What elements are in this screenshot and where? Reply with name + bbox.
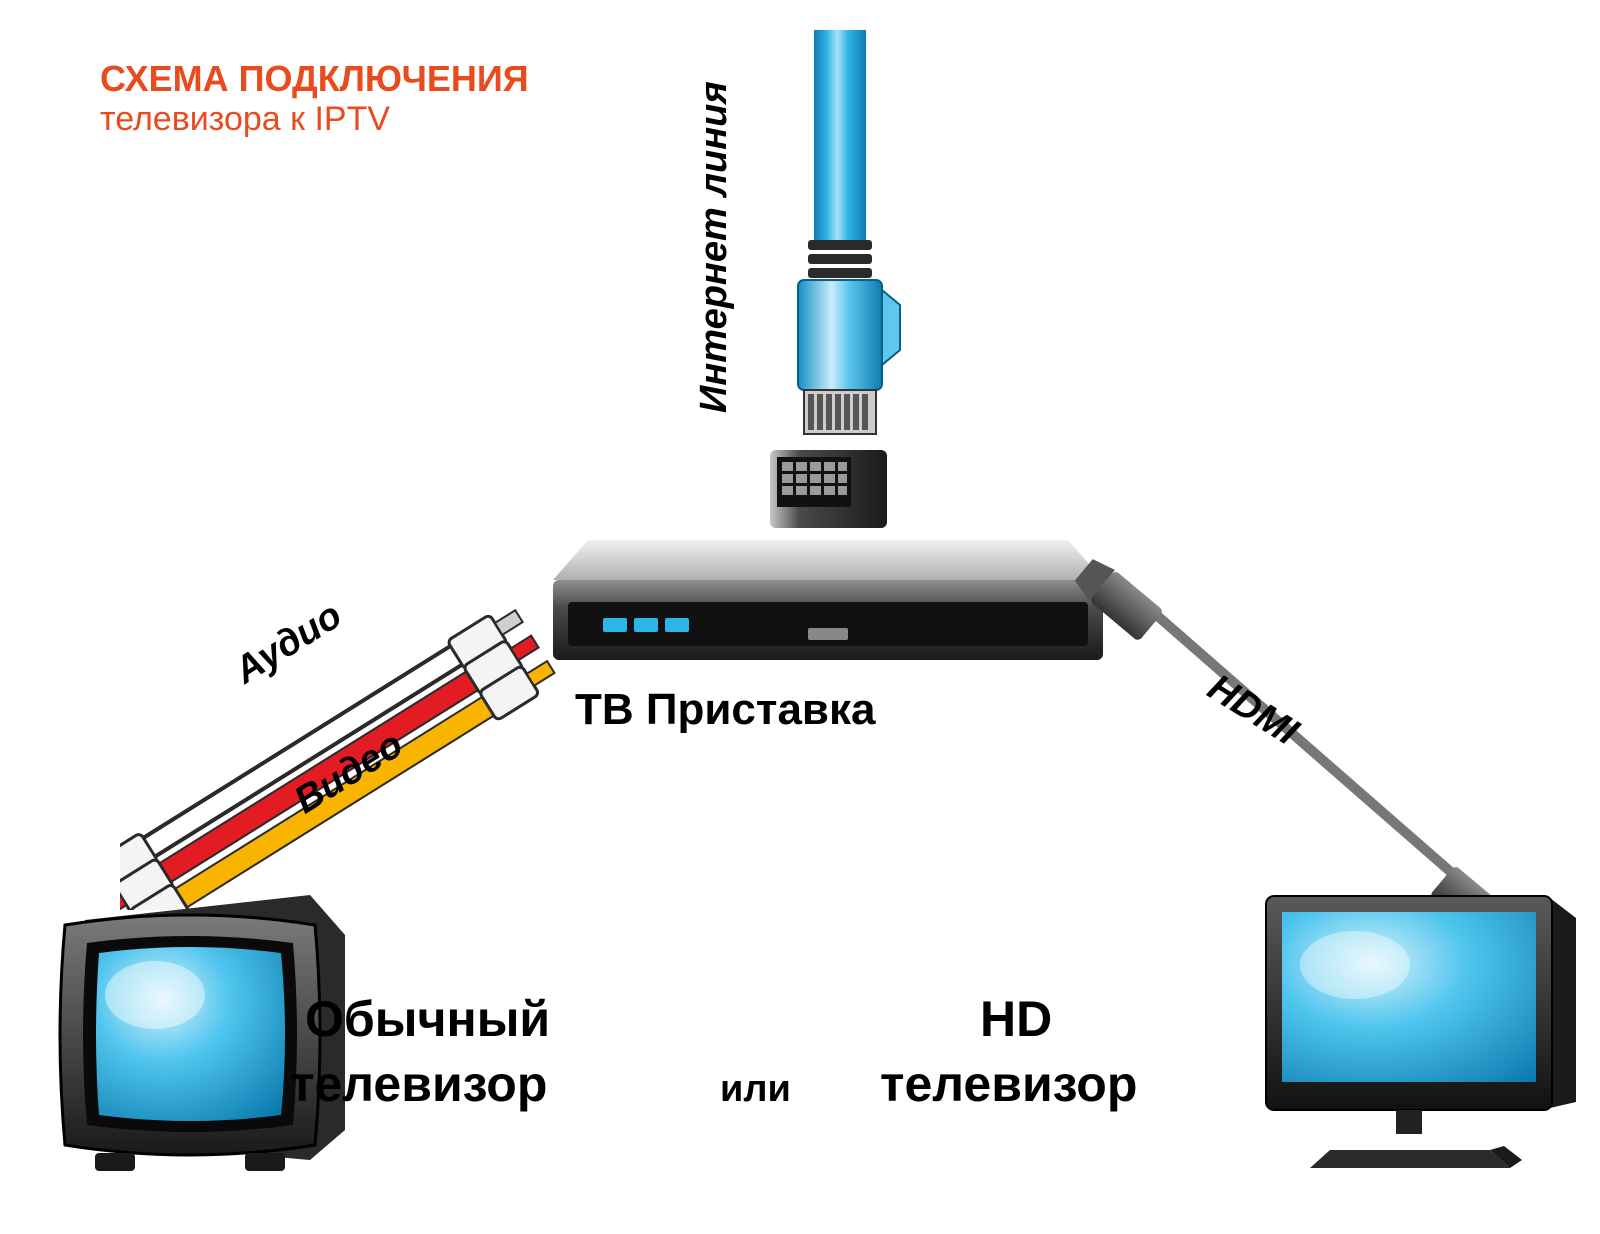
- hd-tv-label-1: HD: [980, 990, 1052, 1048]
- title-line1: СХЕМА ПОДКЛЮЧЕНИЯ: [100, 58, 529, 100]
- rca-cable-icon: [120, 540, 600, 910]
- title-line2: телевизора к IPTV: [100, 100, 529, 139]
- regular-tv-label-1: Обычный: [305, 990, 550, 1048]
- remote-icon: [770, 450, 900, 530]
- regular-tv-label-2: телевизор: [290, 1055, 547, 1113]
- internet-line-label: Интернет линия: [693, 81, 736, 413]
- hd-tv-label-2: телевизор: [880, 1055, 1137, 1113]
- ethernet-cable-icon: [760, 30, 920, 450]
- or-label: или: [720, 1068, 791, 1111]
- stb-icon: [548, 540, 1108, 680]
- stb-label: ТВ Приставка: [575, 685, 875, 735]
- diagram-title: СХЕМА ПОДКЛЮЧЕНИЯ телевизора к IPTV: [100, 58, 529, 139]
- lcd-tv-icon: [1260, 890, 1590, 1190]
